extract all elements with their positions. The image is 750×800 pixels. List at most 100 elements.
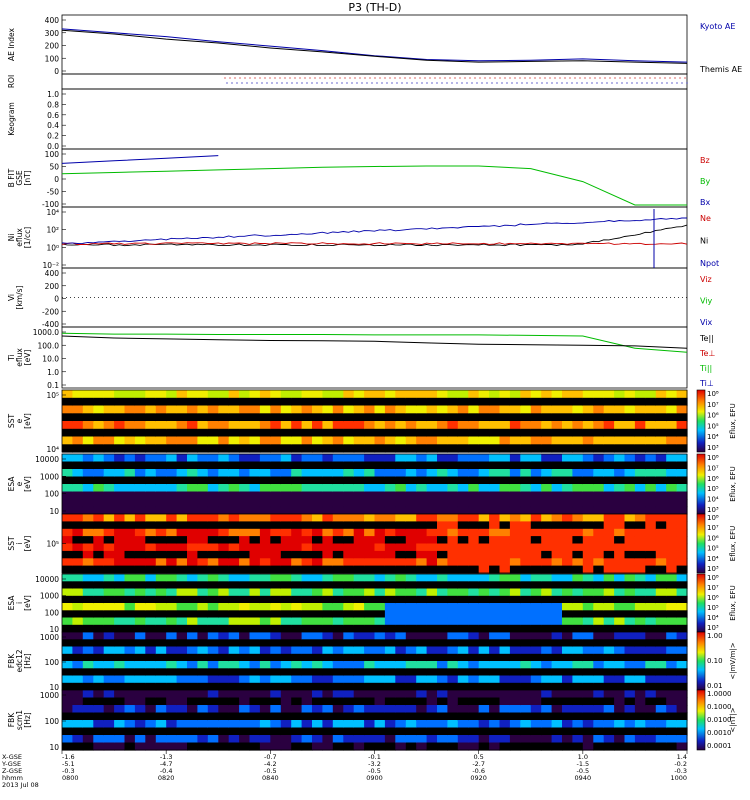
- spectrogram-cell: [562, 574, 573, 582]
- spectrogram-cell: [312, 550, 323, 559]
- spectrogram-cell: [457, 543, 469, 552]
- spectrogram-cell: [603, 528, 615, 537]
- spectrogram-cell: [114, 735, 126, 744]
- spectrogram-cell: [93, 491, 105, 500]
- spectrogram-cell: [62, 444, 73, 453]
- spectrogram-cell: [197, 690, 209, 699]
- spectrogram-cell: [103, 653, 115, 662]
- spectrogram-cell: [187, 742, 198, 751]
- spectrogram-cell: [312, 528, 323, 537]
- spectrogram-cell: [301, 413, 313, 422]
- spectrogram-cell: [603, 742, 615, 751]
- spectrogram-cell: [343, 705, 355, 714]
- x-tick-label: -0.3: [62, 767, 75, 775]
- spectrogram-cell: [530, 632, 542, 640]
- colorbar-tick-label: 10³: [707, 565, 719, 573]
- spectrogram-cell: [280, 742, 292, 751]
- spectrogram-cell: [520, 624, 532, 633]
- density-trace: [61, 242, 688, 245]
- spectrogram-cell: [322, 697, 334, 706]
- spectrogram-cell: [239, 476, 251, 485]
- spectrogram-cell: [478, 735, 490, 744]
- spectrogram-cell: [364, 653, 376, 662]
- spectrogram-cell: [166, 735, 178, 744]
- spectrogram-cell: [249, 499, 261, 508]
- spectrogram-cell: [218, 536, 230, 545]
- x-tick-label: -0.7: [264, 753, 277, 761]
- spectrogram-cell: [405, 675, 417, 684]
- spectrogram-cell: [364, 421, 376, 430]
- spectrogram-cell: [374, 514, 386, 522]
- y-tick-label: 10.0: [42, 355, 59, 364]
- spectrogram-cell: [530, 690, 542, 699]
- spectrogram-cell: [197, 491, 209, 500]
- spectrogram-cell: [551, 632, 563, 640]
- spectrogram-cell: [676, 720, 688, 729]
- spectrogram-cell: [520, 610, 532, 619]
- spectrogram-cell: [187, 499, 198, 508]
- roi-dot: [309, 77, 311, 79]
- roi-dot: [581, 82, 583, 84]
- spectrogram-cell: [301, 543, 313, 552]
- spectrogram-cell: [541, 499, 553, 508]
- spectrogram-cell: [280, 454, 292, 463]
- roi-dot: [564, 77, 566, 79]
- spectrogram-cell: [624, 690, 636, 699]
- spectrogram-cell: [280, 682, 292, 691]
- spectrogram-cell: [478, 603, 490, 611]
- spectrogram-cell: [593, 543, 605, 552]
- spectrogram-cell: [384, 558, 396, 567]
- spectrogram-cell: [228, 558, 240, 567]
- spectrogram-cell: [655, 428, 667, 438]
- spectrogram-cell: [374, 705, 386, 714]
- spectrogram-cell: [530, 682, 542, 691]
- spectrogram-cell: [468, 742, 480, 751]
- spectrogram-cell: [457, 610, 469, 619]
- x-row-label: X-GSE: [2, 753, 22, 761]
- spectrogram-cell: [603, 705, 615, 714]
- spectrogram-cell: [541, 565, 553, 574]
- roi-dot: [679, 77, 681, 79]
- spectrogram-cell: [384, 697, 396, 706]
- spectrogram-cell: [426, 514, 438, 522]
- spectrogram-cell: [395, 675, 407, 684]
- spectrogram-cell: [582, 574, 594, 582]
- roi-dot: [359, 77, 361, 79]
- spectrogram-cell: [509, 436, 521, 445]
- spectrogram-cell: [176, 397, 188, 407]
- spectrogram-cell: [259, 603, 271, 611]
- panel-frame: [61, 206, 688, 269]
- roi-dot: [584, 77, 586, 79]
- spectrogram-cell: [103, 617, 115, 626]
- spectrogram-cell: [207, 675, 219, 684]
- spectrogram-cell: [509, 413, 521, 422]
- spectrogram-cell: [124, 514, 136, 522]
- spectrogram-cell: [134, 491, 146, 500]
- y-axis-label: e: [15, 481, 24, 486]
- spectrogram-cell: [187, 690, 198, 699]
- roi-dot: [439, 77, 441, 79]
- spectrogram-cell: [280, 491, 292, 500]
- spectrogram-cell: [259, 476, 271, 485]
- spectrogram-cell: [187, 484, 198, 493]
- spectrogram-cell: [624, 742, 636, 751]
- spectrogram-cell: [72, 397, 84, 407]
- spectrogram-cell: [176, 390, 188, 399]
- spectrogram-cell: [468, 646, 480, 655]
- roi-dot: [559, 77, 561, 79]
- spectrogram-cell: [572, 521, 584, 530]
- spectrogram-cell: [239, 469, 251, 478]
- spectrogram-cell: [155, 720, 167, 729]
- spectrogram-cell: [551, 661, 563, 669]
- spectrogram-cell: [384, 639, 396, 648]
- spectrogram-cell: [270, 491, 282, 500]
- spectrogram-cell: [218, 610, 230, 619]
- spectrogram-cell: [562, 720, 573, 729]
- spectrogram-cell: [614, 610, 626, 619]
- spectrogram-cell: [572, 588, 584, 597]
- roi-dot: [341, 82, 343, 84]
- spectrogram-cell: [187, 390, 198, 399]
- spectrogram-cell: [207, 521, 219, 530]
- spectrogram-cell: [582, 735, 594, 744]
- spectrogram-cell: [374, 484, 386, 493]
